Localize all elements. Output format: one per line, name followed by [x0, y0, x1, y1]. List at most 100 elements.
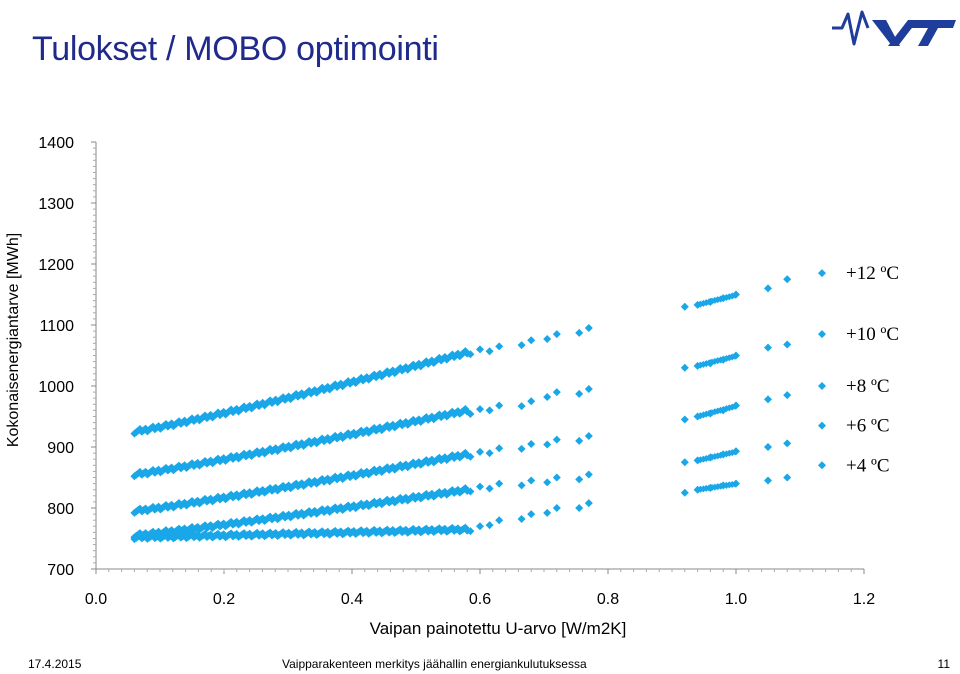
scatter-chart: 700 800 900 1000 1100 1200 1300 1400 0.0 0.2 0.4 0…: [5, 135, 899, 638]
data-point: [279, 510, 288, 519]
data-point: [680, 363, 689, 372]
data-point: [362, 526, 371, 535]
data-point: [175, 530, 184, 539]
data-point: [193, 530, 202, 539]
data-point: [543, 440, 552, 449]
y-tick-label: 1200: [38, 257, 74, 274]
data-point: [543, 508, 552, 517]
data-point: [495, 479, 504, 488]
data-point: [783, 439, 792, 448]
data-point: [731, 402, 739, 410]
data-point: [323, 527, 332, 536]
data-point: [527, 336, 536, 345]
data-point: [731, 448, 739, 456]
data-point: [318, 505, 327, 514]
data-point: [466, 452, 475, 461]
data-point: [731, 480, 739, 488]
data-point: [584, 470, 593, 479]
data-point: [476, 522, 484, 531]
data-point: [680, 415, 689, 424]
legend-label: +6 ºC: [846, 416, 890, 437]
data-point: [680, 488, 689, 497]
footer-date: 17.4.2015: [28, 657, 82, 671]
data-point: [219, 530, 228, 539]
y-tick-label: 1100: [40, 318, 75, 335]
vtt-logo: [832, 10, 956, 46]
data-point: [167, 531, 176, 540]
y-tick-label: 700: [47, 562, 74, 579]
data-point: [292, 508, 301, 517]
legend-label: +12 ºC: [846, 263, 899, 284]
data-point: [783, 275, 792, 284]
y-tick-label: 1300: [38, 196, 74, 213]
data-point: [696, 300, 704, 308]
data-point: [527, 439, 536, 448]
data-point: [575, 504, 584, 512]
x-tick-label: 0.8: [597, 591, 619, 608]
data-point: [206, 530, 215, 539]
data-point: [783, 340, 792, 349]
data-point: [575, 436, 584, 445]
data-point: [485, 521, 494, 530]
data-point: [219, 519, 228, 528]
y-tick-label: 900: [47, 440, 74, 457]
data-point: [495, 444, 504, 453]
data-point: [699, 360, 707, 368]
x-axis-title: Vaipan painotettu U-arvo [W/m2K]: [370, 619, 627, 638]
data-point: [240, 516, 249, 525]
data-point: [201, 521, 210, 530]
legend-label: +4 ºC: [846, 455, 890, 476]
legend-marker: [818, 269, 826, 278]
data-point: [466, 350, 475, 359]
data-point: [141, 504, 150, 513]
data-point: [517, 514, 526, 523]
data-point: [696, 361, 704, 369]
data-point: [485, 406, 494, 415]
x-tick-label: 0.0: [85, 591, 107, 608]
page-number: 11: [937, 657, 950, 671]
data-point: [245, 515, 254, 524]
data-point: [575, 475, 584, 484]
footer-subject: Vaipparakenteen merkitys jäähallin energ…: [282, 657, 587, 671]
y-tick-label: 800: [47, 501, 74, 518]
data-point: [543, 335, 552, 344]
x-tick-label: 0.2: [213, 591, 235, 608]
data-point: [148, 531, 157, 540]
legend-label: +8 ºC: [846, 376, 890, 397]
data-point: [575, 389, 584, 398]
data-point: [699, 299, 707, 307]
y-axis-title: Kokonaisenergiantarve [MWh]: [5, 233, 22, 447]
legend-marker: [818, 461, 826, 470]
data-point: [495, 342, 504, 351]
data-point: [584, 324, 593, 333]
data-point: [517, 481, 526, 490]
data-point: [527, 476, 536, 485]
data-point: [476, 345, 484, 354]
data-point: [764, 284, 772, 293]
data-point: [485, 449, 494, 458]
data-point: [680, 302, 689, 311]
x-tick-label: 1.0: [725, 591, 747, 608]
y-tick-label: 1400: [38, 135, 74, 152]
data-point: [517, 402, 526, 411]
data-point: [783, 391, 792, 400]
data-point: [552, 473, 561, 482]
data-point: [466, 487, 475, 496]
data-point: [764, 476, 772, 485]
data-point: [783, 473, 792, 482]
data-point: [764, 395, 772, 404]
x-tick-label: 0.4: [341, 591, 363, 608]
data-point: [552, 504, 561, 512]
slide-title: Tulokset / MOBO optimointi: [32, 30, 439, 68]
data-point: [731, 352, 739, 360]
data-point: [552, 388, 561, 397]
data-point: [466, 527, 475, 536]
x-tick-label: 1.2: [853, 591, 875, 608]
data-point: [575, 328, 584, 337]
data-point: [543, 392, 552, 401]
legend-marker: [818, 421, 826, 430]
data-point: [720, 294, 728, 302]
data-point: [584, 385, 593, 394]
data-point: [527, 510, 536, 519]
data-point: [552, 330, 561, 339]
